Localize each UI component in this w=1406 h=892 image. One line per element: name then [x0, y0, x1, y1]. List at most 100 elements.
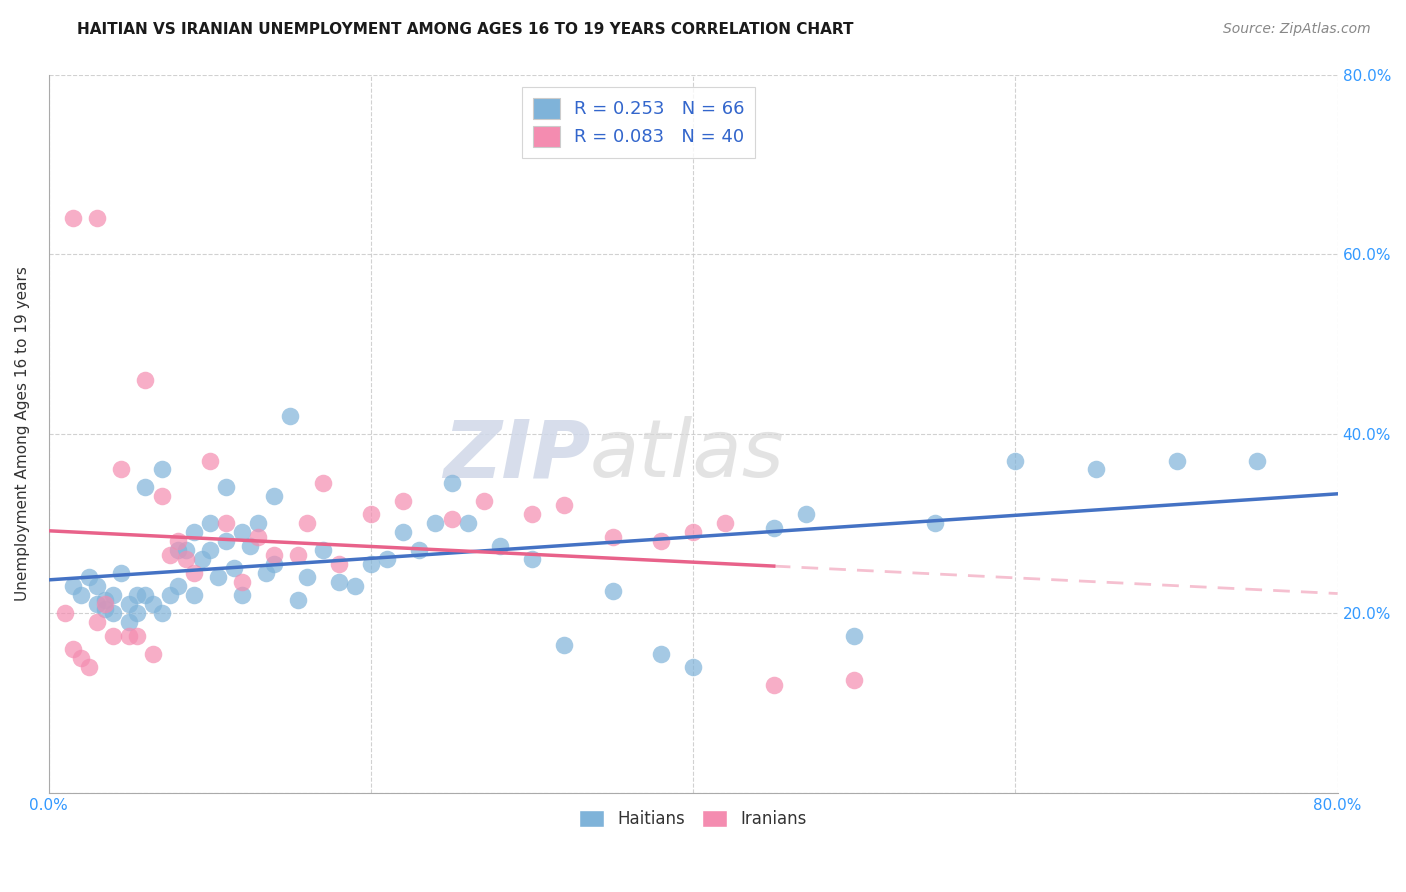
- Point: [94, 597, 117, 611]
- Point: [174, 543, 197, 558]
- Point: [295, 570, 318, 584]
- Point: [134, 373, 156, 387]
- Point: [328, 574, 350, 589]
- Point: [150, 606, 173, 620]
- Point: [215, 516, 238, 531]
- Point: [118, 597, 141, 611]
- Point: [166, 534, 188, 549]
- Point: [86, 597, 108, 611]
- Point: [166, 579, 188, 593]
- Point: [440, 475, 463, 490]
- Point: [103, 629, 125, 643]
- Point: [94, 592, 117, 607]
- Point: [77, 660, 100, 674]
- Point: [650, 647, 672, 661]
- Point: [142, 647, 165, 661]
- Point: [392, 525, 415, 540]
- Point: [127, 629, 149, 643]
- Point: [762, 678, 785, 692]
- Point: [295, 516, 318, 531]
- Point: [77, 570, 100, 584]
- Point: [360, 508, 382, 522]
- Point: [86, 211, 108, 226]
- Point: [328, 557, 350, 571]
- Point: [142, 597, 165, 611]
- Point: [682, 525, 704, 540]
- Point: [311, 475, 333, 490]
- Point: [215, 534, 238, 549]
- Point: [159, 548, 181, 562]
- Point: [103, 588, 125, 602]
- Point: [183, 566, 205, 580]
- Point: [127, 606, 149, 620]
- Point: [263, 548, 285, 562]
- Point: [520, 552, 543, 566]
- Point: [166, 543, 188, 558]
- Point: [70, 651, 93, 665]
- Text: Source: ZipAtlas.com: Source: ZipAtlas.com: [1223, 22, 1371, 37]
- Point: [263, 557, 285, 571]
- Point: [53, 606, 76, 620]
- Point: [183, 588, 205, 602]
- Point: [762, 521, 785, 535]
- Point: [150, 490, 173, 504]
- Point: [714, 516, 737, 531]
- Point: [263, 490, 285, 504]
- Point: [70, 588, 93, 602]
- Point: [239, 539, 262, 553]
- Point: [553, 638, 575, 652]
- Point: [150, 462, 173, 476]
- Point: [134, 588, 156, 602]
- Point: [1004, 453, 1026, 467]
- Point: [222, 561, 245, 575]
- Point: [127, 588, 149, 602]
- Point: [343, 579, 366, 593]
- Point: [375, 552, 398, 566]
- Point: [110, 566, 132, 580]
- Point: [118, 629, 141, 643]
- Point: [311, 543, 333, 558]
- Text: atlas: atlas: [591, 417, 785, 494]
- Point: [844, 629, 866, 643]
- Point: [247, 516, 270, 531]
- Point: [602, 583, 624, 598]
- Point: [280, 409, 302, 423]
- Point: [1166, 453, 1188, 467]
- Point: [134, 480, 156, 494]
- Point: [520, 508, 543, 522]
- Point: [360, 557, 382, 571]
- Point: [254, 566, 277, 580]
- Point: [1084, 462, 1107, 476]
- Point: [86, 615, 108, 629]
- Point: [472, 494, 495, 508]
- Point: [215, 480, 238, 494]
- Point: [457, 516, 479, 531]
- Point: [183, 525, 205, 540]
- Point: [62, 211, 84, 226]
- Point: [924, 516, 946, 531]
- Point: [62, 579, 84, 593]
- Point: [86, 579, 108, 593]
- Point: [844, 673, 866, 688]
- Point: [650, 534, 672, 549]
- Point: [110, 462, 132, 476]
- Point: [198, 453, 221, 467]
- Point: [198, 516, 221, 531]
- Text: ZIP: ZIP: [443, 417, 591, 494]
- Point: [1246, 453, 1268, 467]
- Point: [425, 516, 447, 531]
- Point: [392, 494, 415, 508]
- Point: [440, 512, 463, 526]
- Point: [103, 606, 125, 620]
- Point: [94, 601, 117, 615]
- Point: [198, 543, 221, 558]
- Point: [794, 508, 817, 522]
- Point: [602, 530, 624, 544]
- Point: [489, 539, 512, 553]
- Point: [553, 499, 575, 513]
- Point: [207, 570, 229, 584]
- Point: [62, 642, 84, 657]
- Text: HAITIAN VS IRANIAN UNEMPLOYMENT AMONG AGES 16 TO 19 YEARS CORRELATION CHART: HAITIAN VS IRANIAN UNEMPLOYMENT AMONG AG…: [77, 22, 853, 37]
- Point: [191, 552, 214, 566]
- Point: [287, 592, 309, 607]
